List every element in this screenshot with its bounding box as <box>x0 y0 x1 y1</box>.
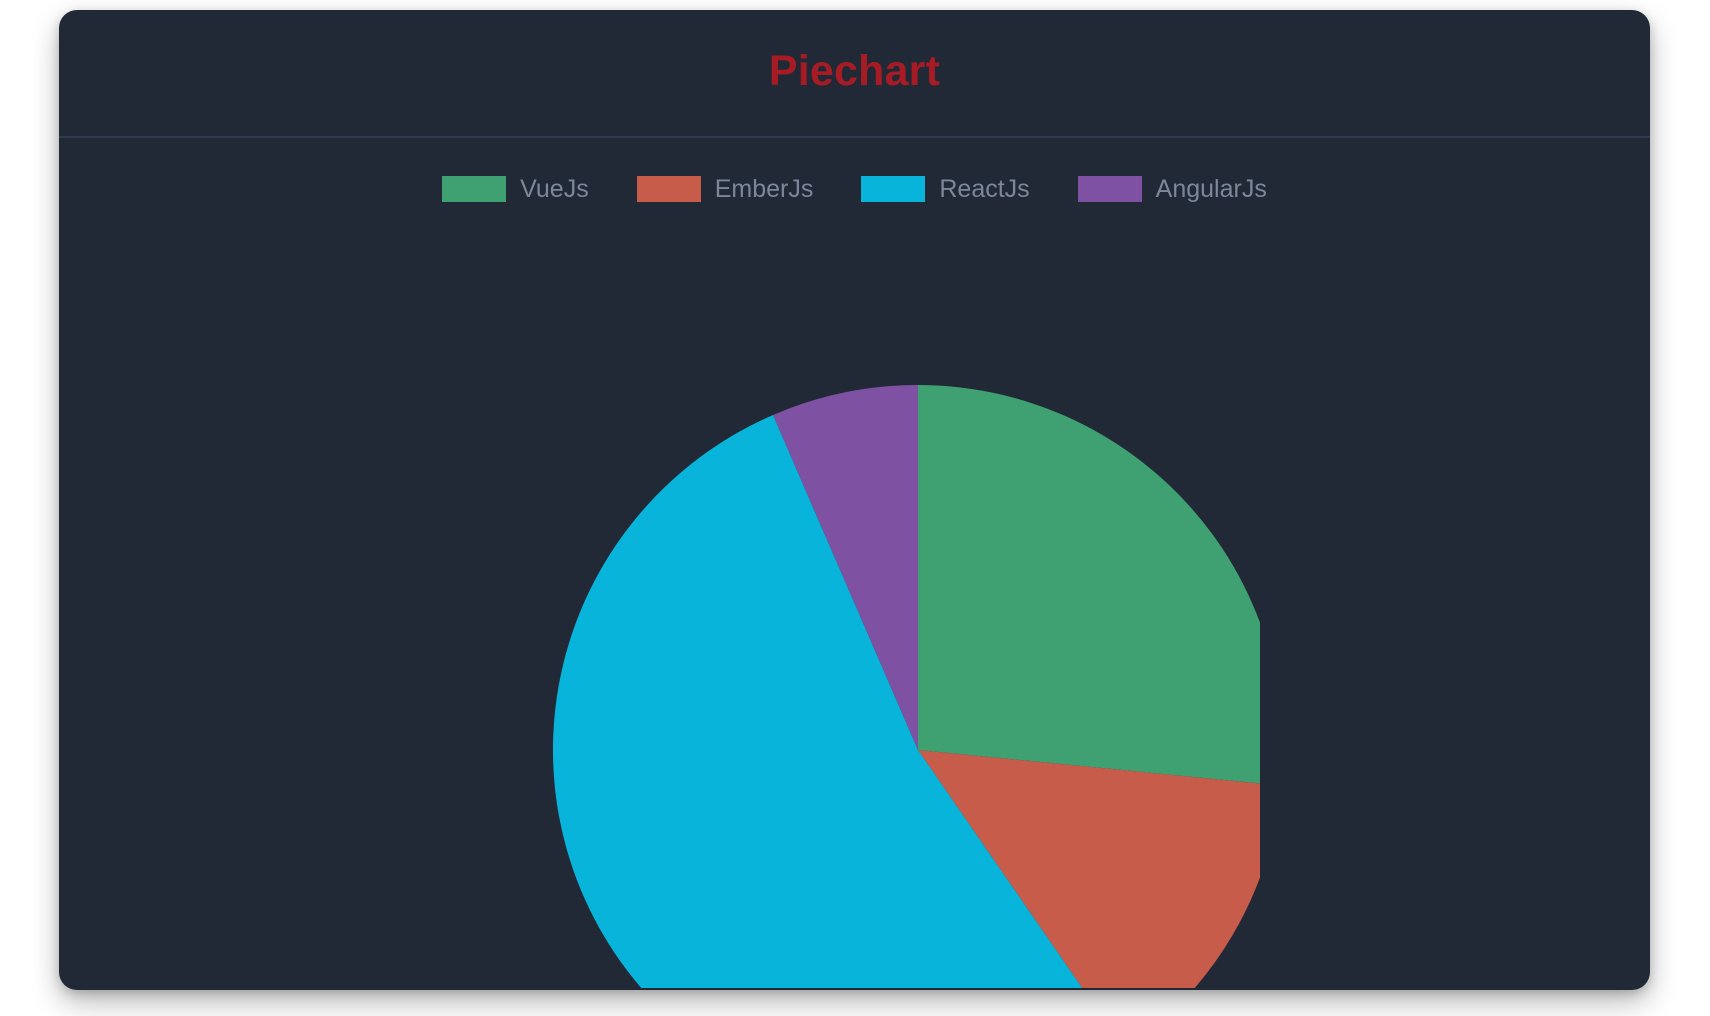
legend-label: VueJs <box>520 174 589 203</box>
card-header: Piechart <box>59 10 1650 138</box>
chart-legend: VueJs EmberJs ReactJs AngularJs <box>59 176 1650 202</box>
legend-item-emberjs[interactable]: EmberJs <box>636 174 814 203</box>
card-body: VueJs EmberJs ReactJs AngularJs <box>59 138 1650 988</box>
page-title: Piechart <box>768 46 941 95</box>
pie-slice-emberjs[interactable] <box>918 750 1260 988</box>
pie-chart-area <box>59 138 1650 988</box>
legend-swatch-icon <box>861 176 926 202</box>
legend-item-angularjs[interactable]: AngularJs <box>1077 174 1267 203</box>
piechart-card: Piechart VueJs EmberJs ReactJs AngularJs <box>59 10 1650 990</box>
legend-swatch-icon <box>442 176 507 202</box>
legend-swatch-icon <box>1077 176 1142 202</box>
pie-chart[interactable] <box>500 246 1260 988</box>
legend-label: ReactJs <box>939 174 1030 203</box>
pie-slice-vuejs[interactable] <box>918 385 1260 786</box>
legend-label: AngularJs <box>1155 174 1267 203</box>
pie-slice-angularjs[interactable] <box>773 385 918 750</box>
legend-item-reactjs[interactable]: ReactJs <box>861 174 1030 203</box>
legend-item-vuejs[interactable]: VueJs <box>442 176 589 202</box>
legend-label: EmberJs <box>714 174 814 203</box>
pie-slice-reactjs[interactable] <box>552 415 1125 988</box>
legend-swatch-icon <box>636 176 701 202</box>
